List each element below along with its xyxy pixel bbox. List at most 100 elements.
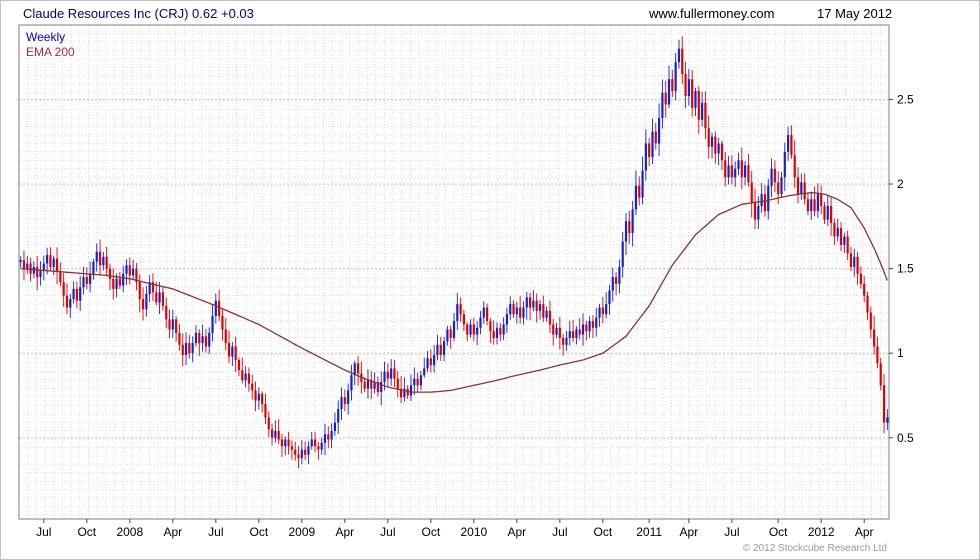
candle-body	[578, 329, 581, 335]
candle-body	[257, 393, 260, 401]
candle-body	[704, 102, 707, 129]
candle-body	[519, 307, 522, 318]
candle-body	[882, 385, 886, 423]
candle-body	[714, 136, 717, 154]
candle-body	[85, 277, 88, 284]
candle-body	[184, 343, 188, 355]
candle-body	[800, 182, 803, 195]
candle-body	[624, 221, 628, 242]
candle-body	[879, 363, 882, 386]
x-axis-tick-label: Oct	[769, 525, 788, 539]
candle-body	[671, 79, 674, 91]
candle-body	[406, 388, 409, 396]
candle-body	[479, 317, 482, 328]
candle-body	[333, 422, 337, 432]
candle-body	[803, 182, 806, 200]
candle-body	[469, 324, 472, 335]
candle-body	[287, 439, 290, 447]
x-axis-tick-label: 2008	[116, 525, 143, 539]
candle-body	[290, 446, 294, 450]
candle-body	[581, 324, 585, 335]
candle-body	[237, 359, 241, 371]
ema-200-label: EMA 200	[26, 45, 75, 59]
x-axis-tick-label: 2010	[460, 525, 487, 539]
candle-body	[744, 165, 747, 178]
candle-body	[409, 385, 413, 396]
candle-body	[108, 268, 112, 279]
candle-body	[452, 321, 456, 338]
candle-body	[165, 305, 168, 320]
candle-body	[753, 202, 757, 220]
candle-body	[356, 363, 360, 374]
candle-body	[502, 324, 505, 335]
candle-body	[423, 368, 426, 376]
candle-body	[568, 331, 571, 338]
candle-body	[806, 199, 810, 212]
candle-body	[251, 383, 254, 391]
candle-body	[869, 312, 872, 330]
candle-body	[598, 307, 601, 318]
candle-body	[244, 373, 247, 381]
candle-body	[661, 92, 664, 119]
candle-body	[813, 199, 816, 212]
x-axis-tick-label: Apr	[855, 525, 874, 539]
candle-body	[684, 74, 687, 97]
candle-body	[737, 160, 740, 169]
candle-body	[436, 344, 439, 355]
candle-body	[317, 446, 320, 450]
candle-body	[128, 265, 131, 276]
candle-body	[310, 439, 313, 447]
candle-body	[810, 199, 813, 212]
candle-body	[681, 48, 684, 75]
y-axis-tick-label: 2.5	[897, 92, 914, 106]
candle-body	[734, 168, 737, 178]
chart-date-label: 17 May 2012	[817, 6, 893, 21]
candle-body	[300, 449, 303, 459]
candle-body	[730, 165, 733, 178]
candle-body	[118, 278, 121, 286]
candle-body	[648, 143, 651, 157]
instrument-title: Claude Resources Inc (CRJ) 0.62 +0.03	[23, 6, 254, 21]
candle-body	[863, 283, 866, 296]
x-axis-tick-label: Jul	[36, 525, 51, 539]
candle-body	[446, 329, 449, 342]
grid	[19, 25, 889, 519]
candle-body	[92, 261, 95, 274]
x-axis-tick-label: Apr	[508, 525, 527, 539]
candle-body	[55, 258, 59, 272]
candle-body	[194, 332, 198, 344]
candle-body	[274, 431, 277, 438]
candle-body	[284, 439, 287, 447]
candle-body	[876, 346, 879, 364]
candle-body	[201, 336, 204, 344]
y-axis-tick-label: 2	[897, 177, 904, 191]
candle-body	[69, 299, 72, 308]
x-axis-tick-label: Apr	[335, 525, 354, 539]
candle-body	[426, 358, 429, 369]
candle-body	[178, 332, 181, 345]
candle-body	[558, 327, 561, 338]
candle-body	[227, 343, 231, 357]
candle-body	[105, 256, 108, 269]
candle-body	[370, 380, 373, 389]
major-gridlines	[19, 98, 889, 439]
candle-body	[234, 346, 237, 360]
candle-body	[740, 160, 743, 178]
candle-body	[472, 324, 475, 335]
candle-body	[601, 307, 604, 315]
candle-body	[691, 79, 694, 108]
candle-body	[148, 282, 151, 294]
candle-body	[270, 429, 274, 438]
candle-body	[525, 297, 528, 308]
candle-body	[188, 343, 191, 354]
candle-body	[823, 206, 826, 220]
candle-body	[135, 268, 138, 283]
x-axis-tick-label: 2009	[288, 525, 315, 539]
candle-body	[757, 206, 760, 220]
candle-body	[773, 168, 776, 183]
candle-body	[353, 363, 356, 376]
candle-body	[79, 287, 82, 301]
candle-body	[224, 329, 227, 344]
candle-body	[36, 266, 39, 278]
